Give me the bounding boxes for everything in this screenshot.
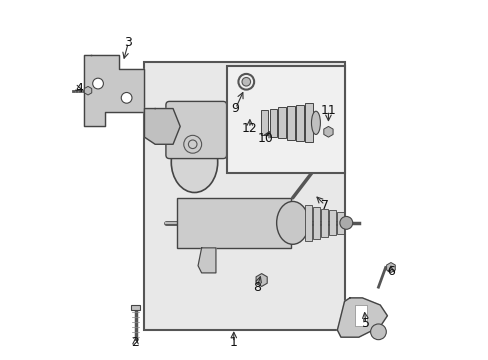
Bar [354,305,366,327]
Text: 7: 7 [320,198,328,212]
Text: 12: 12 [242,122,257,135]
Text: 4: 4 [75,82,83,95]
Ellipse shape [276,202,308,244]
Polygon shape [337,298,386,337]
FancyBboxPatch shape [165,102,226,158]
Text: 10: 10 [257,132,273,145]
Bar [144,62,344,330]
Bar [260,111,267,135]
Bar [131,305,140,310]
Text: 11: 11 [320,104,336,117]
Text: 3: 3 [124,36,132,49]
Bar [328,210,335,235]
Circle shape [370,324,386,340]
Text: 1: 1 [229,336,237,349]
Ellipse shape [311,111,320,134]
Bar [226,66,344,173]
Text: 5: 5 [361,317,369,330]
Bar [287,106,294,140]
Polygon shape [198,248,216,273]
Circle shape [339,216,352,229]
Text: 8: 8 [252,281,261,294]
Bar [320,208,327,237]
Bar [312,207,320,239]
Bar [176,198,290,248]
Bar [296,105,303,141]
Text: 6: 6 [386,265,394,278]
Bar [305,205,312,241]
Circle shape [242,77,250,86]
Circle shape [121,93,132,103]
Bar [305,103,312,143]
Text: 2: 2 [131,336,139,349]
Polygon shape [83,55,144,126]
Bar [336,212,343,234]
Text: 9: 9 [231,102,239,115]
Bar [269,109,277,137]
Bar [278,108,285,138]
Circle shape [93,78,103,89]
Ellipse shape [171,132,217,193]
Polygon shape [144,109,180,144]
